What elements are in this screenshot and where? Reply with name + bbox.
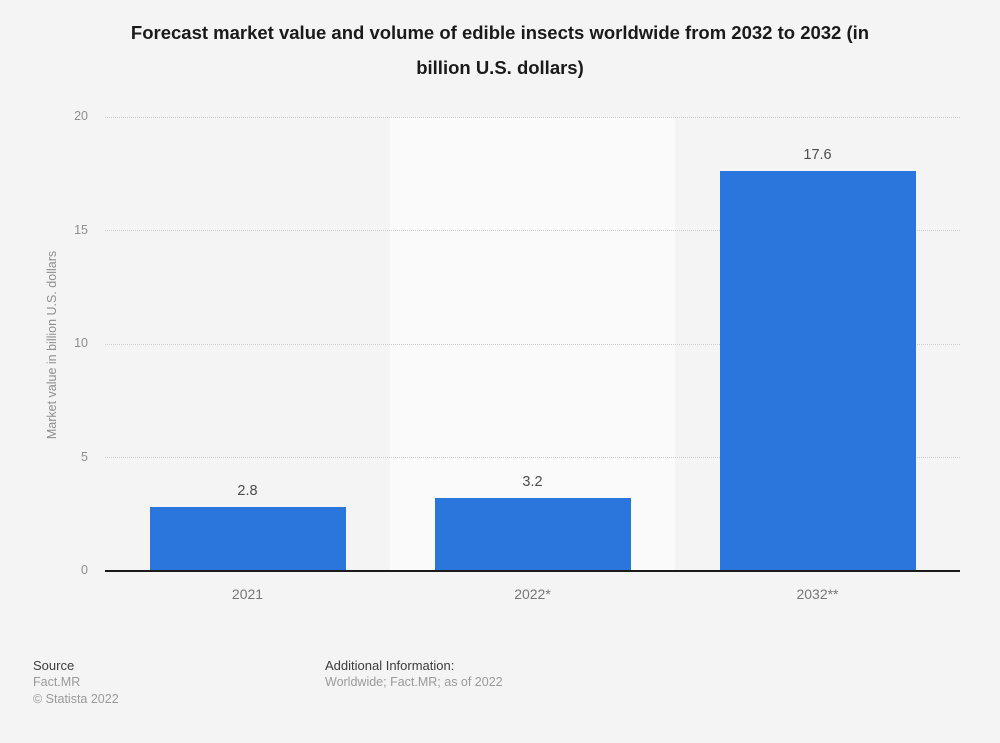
source-block: Source Fact.MR © Statista 2022 [33,657,119,708]
x-tick-label-2032**: 2032** [796,586,839,602]
y-tick-label-20: 20 [74,109,88,123]
bar-2021[interactable] [149,507,346,570]
gridline-5 [105,457,960,458]
gridline-20 [105,116,960,118]
bar-2032**[interactable] [719,171,916,570]
copyright-notice: © Statista 2022 [33,692,119,706]
chart-title-line2: billion U.S. dollars) [416,57,584,78]
chart-title-line1: Forecast market value and volume of edib… [130,22,870,43]
y-axis-title: Market value in billion U.S. dollars [45,250,59,440]
x-tick-label-2021: 2021 [231,586,264,602]
x-axis-line [105,570,960,572]
y-tick-label-5: 5 [81,449,88,464]
bar-value-label-2032**: 17.6 [803,147,832,164]
additional-info-label: Additional Information: [325,658,455,673]
bar-value-label-2022*: 3.2 [522,474,543,491]
x-tick-label-2022*: 2022* [514,586,551,602]
y-tick-label-15: 15 [74,222,88,237]
bar-2022*[interactable] [434,498,631,570]
additional-info-value: Worldwide; Fact.MR; as of 2022 [325,675,503,689]
y-tick-label-0: 0 [81,563,88,577]
bar-value-label-2021: 2.8 [237,483,258,500]
additional-info-block: Additional Information: Worldwide; Fact.… [325,657,503,691]
gridline-15 [105,230,960,231]
y-tick-label-10: 10 [74,336,88,350]
source-label: Source [33,658,75,673]
chart-title: Forecast market value and volume of edib… [0,15,1000,85]
source-value: Fact.MR [33,675,81,689]
gridline-10 [105,343,960,345]
